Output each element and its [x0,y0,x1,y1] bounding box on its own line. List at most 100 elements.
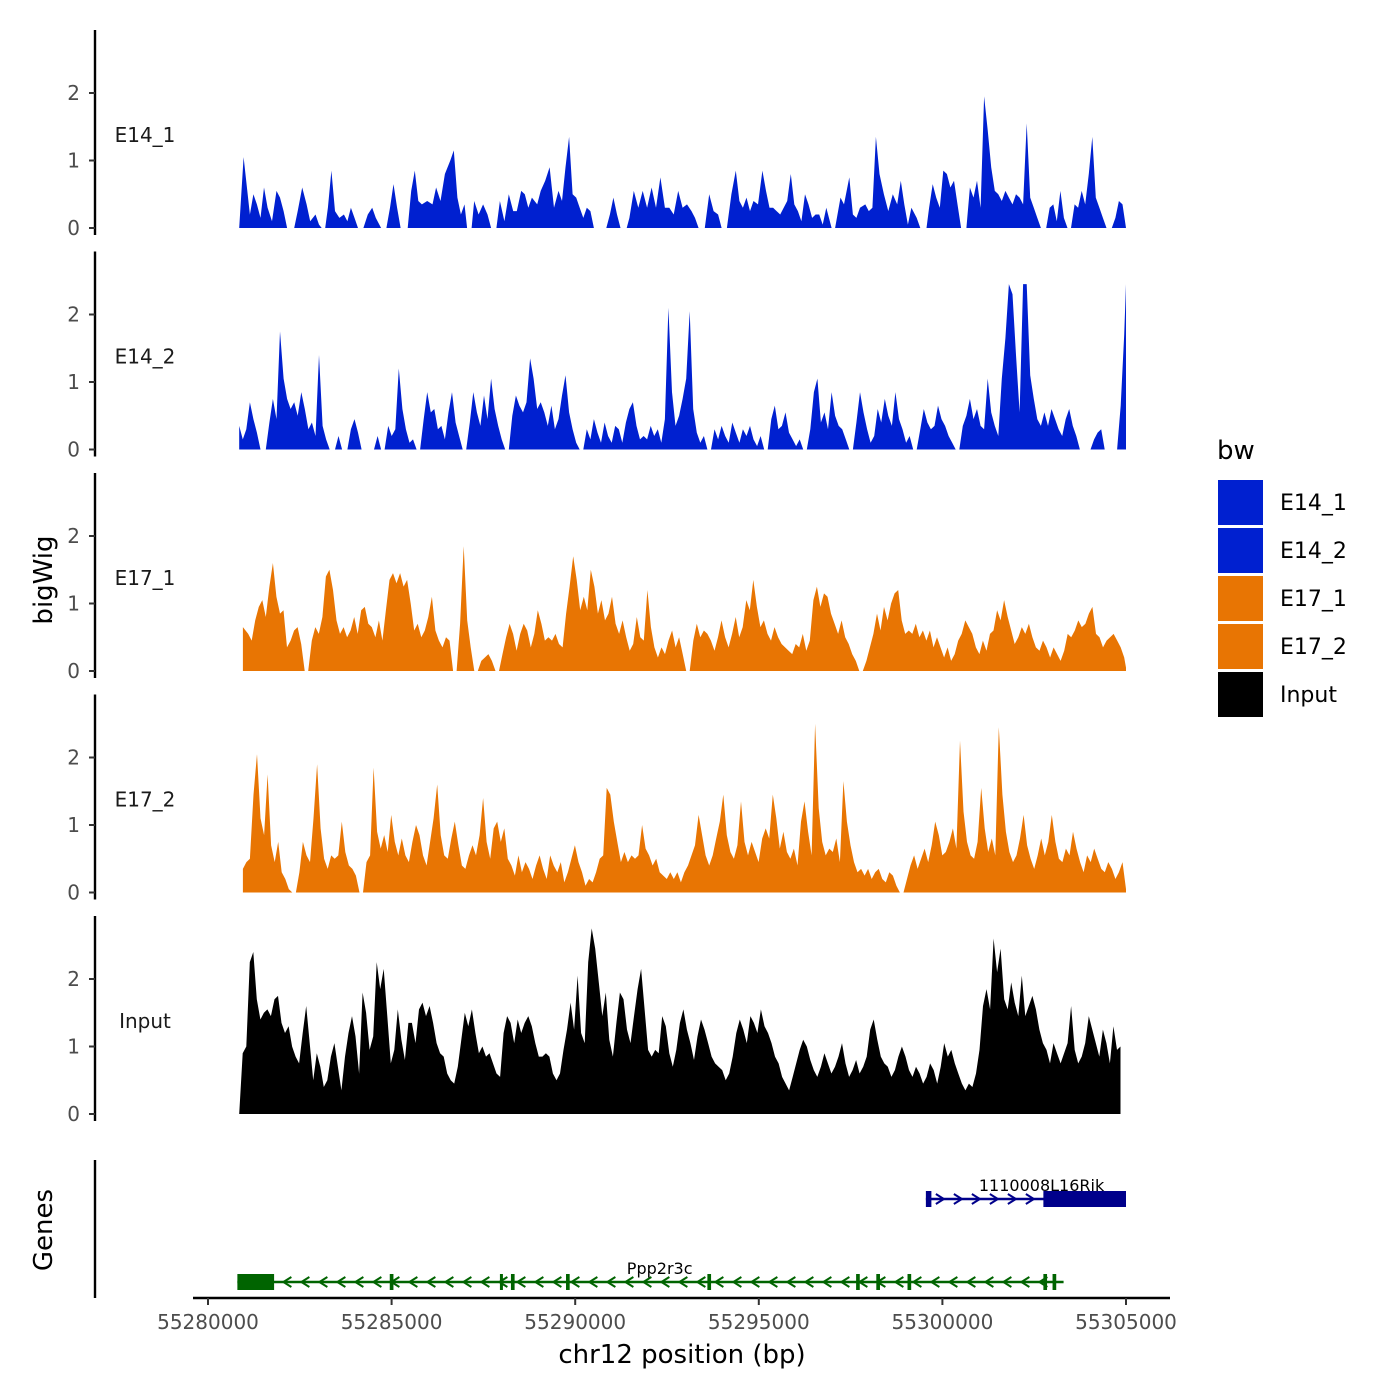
track-e14-2: 0 1 2 E14_2 [67,251,1126,462]
strand-arrow-icon [767,1276,778,1288]
strand-arrow-icon [695,1276,706,1288]
legend-entries: E14_1 E14_2 E17_1 E17_2 Input [1218,480,1347,717]
legend-label: E17_2 [1280,635,1347,660]
legend-label: E14_1 [1280,491,1347,516]
legend-label: E17_1 [1280,587,1347,612]
strand-arrow-icon [677,1276,688,1288]
legend-label: Input [1280,683,1337,708]
strand-arrow-icon [893,1276,904,1288]
gene-exon [707,1274,712,1290]
strand-arrow-icon [803,1276,814,1288]
strand-arrow-icon [407,1276,418,1288]
strand-arrow-icon [353,1276,364,1288]
strand-arrow-icon [1007,1193,1018,1205]
y-tick-label: 0 [67,216,80,240]
legend-title: bw [1217,436,1255,466]
gene-ppp2r3c: Ppp2r3c [237,1259,1064,1290]
track-e17-1: 0 1 2 E17_1 [67,473,1126,683]
x-axis: 55280000 55285000 55290000 55295000 55300000… [157,1296,1177,1370]
strand-arrow-icon [935,1193,946,1205]
strand-arrow-icon [947,1276,958,1288]
strand-arrow-icon [443,1276,454,1288]
strand-arrow-icon [839,1276,850,1288]
strand-arrow-icon [821,1276,832,1288]
y-tick-label: 0 [67,659,80,683]
strand-arrow-icon [587,1276,598,1288]
strand-arrow-icon [569,1276,580,1288]
legend-item: E14_2 [1218,528,1347,573]
strand-arrow-icon [335,1276,346,1288]
track-e17-2: 0 1 2 E17_2 [67,694,1126,905]
strand-arrow-icon [461,1276,472,1288]
y-tick-label: 1 [67,149,80,173]
legend-swatch [1218,672,1263,717]
strand-arrow-icon [659,1276,670,1288]
gene-exon [1052,1274,1057,1290]
strand-arrow-icon [785,1276,796,1288]
strand-arrow-icon [983,1276,994,1288]
legend: bw E14_1 E14_2 E17_1 E17_2 Input [1217,436,1347,717]
legend-swatch [1218,576,1263,621]
track-label: Input [119,1009,171,1033]
strand-arrow-icon [1001,1276,1012,1288]
genes-axis-title: Genes [29,1189,59,1271]
strand-arrow-icon [299,1276,310,1288]
strand-arrow-icon [713,1276,724,1288]
y-tick-label: 0 [67,881,80,905]
strand-arrow-icon [551,1276,562,1288]
strand-arrow-icon [953,1193,964,1205]
x-tick-label: 55280000 [157,1310,259,1334]
gene-models: 1110008L16Rik Ppp2r3c [237,1176,1126,1290]
y-tick-label: 1 [67,592,80,616]
coverage-area [242,723,1126,893]
track-label: E17_2 [115,788,176,812]
gene-exon [925,1191,932,1207]
y-tick-label: 1 [67,1035,80,1059]
coverage-area [239,928,1121,1114]
gene-exon [876,1274,880,1290]
legend-item: E14_1 [1218,480,1347,525]
strand-arrow-icon [533,1276,544,1288]
x-ticks: 55280000 55285000 55290000 55295000 55300000… [157,1298,1177,1334]
y-tick-label: 0 [67,1102,80,1126]
gene-exon [499,1274,503,1290]
strand-arrow-icon [497,1276,508,1288]
strand-arrow-icon [749,1276,760,1288]
strand-arrow-icon [731,1276,742,1288]
strand-arrow-icon [929,1276,940,1288]
strand-arrow-icon [605,1276,616,1288]
strand-arrow-icon [371,1276,382,1288]
x-tick-label: 55300000 [892,1310,994,1334]
legend-swatch [1218,528,1263,573]
gene-exon [566,1274,570,1290]
y-tick-label: 2 [67,303,80,327]
strand-arrow-icon [317,1276,328,1288]
strand-arrow-icon [1025,1193,1036,1205]
strand-arrow-icon [971,1193,982,1205]
legend-item: E17_1 [1218,576,1347,621]
legend-item: Input [1218,672,1337,717]
y-tick-label: 2 [67,524,80,548]
legend-item: E17_2 [1218,624,1347,669]
gene-exon [856,1274,860,1290]
gene-exon [907,1274,912,1290]
legend-label: E14_2 [1280,539,1347,564]
gene-exon [510,1274,515,1290]
coverage-area [239,96,1126,229]
strand-arrow-icon [281,1276,292,1288]
coverage-area [239,284,1126,450]
y-tick-label: 0 [67,438,80,462]
x-tick-label: 55305000 [1075,1310,1177,1334]
track-e14-1: 0 1 2 E14_1 [67,30,1126,240]
strand-arrow-icon [911,1276,922,1288]
coverage-area [242,546,1126,671]
y-tick-label: 2 [67,81,80,105]
strand-arrow-icon [1019,1276,1030,1288]
x-tick-label: 55295000 [708,1310,810,1334]
coverage-tracks: 0 1 2 E14_1 0 1 2 E14_2 0 1 2 E17_1 0 1 2 E17_2 0 1 2 Input [67,30,1126,1126]
track-label: E17_1 [115,566,176,590]
x-tick-label: 55285000 [341,1310,443,1334]
y-axis-title: bigWig [29,535,59,624]
genes-panel: Genes 1110008L16Rik Ppp2r3c [29,1160,1126,1298]
